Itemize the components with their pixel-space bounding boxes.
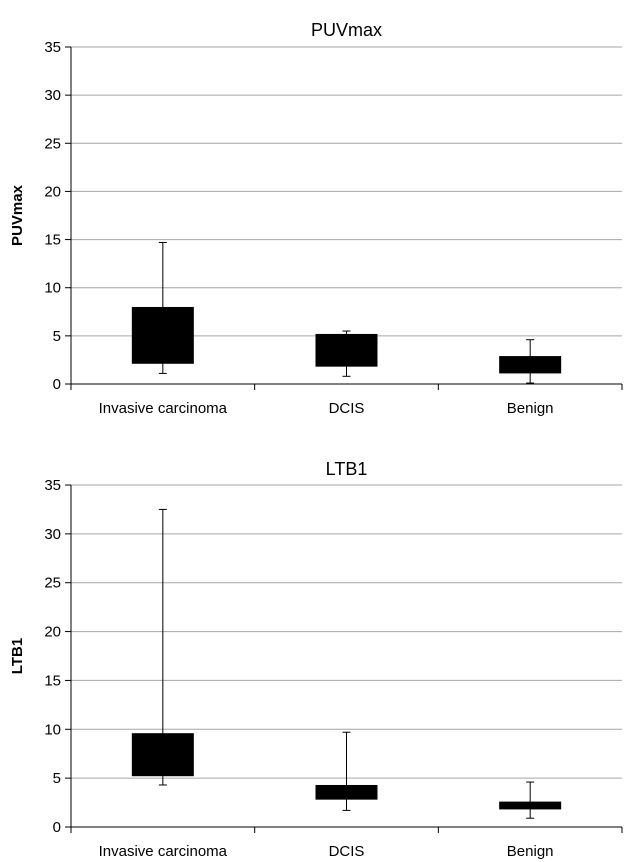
- ltb1-y-tick-label: 20: [44, 624, 61, 641]
- puvmax-y-tick-label: 20: [44, 183, 61, 200]
- puvmax-y-tick-label: 5: [53, 328, 61, 345]
- puvmax-y-tick-label: 15: [44, 232, 61, 249]
- ltb1-y-tick-label: 0: [53, 819, 61, 836]
- puvmax-y-tick-label: 10: [44, 280, 61, 297]
- puvmax-box: [499, 356, 562, 374]
- ltb1-box: [499, 801, 562, 810]
- puvmax-category-label: DCIS: [329, 400, 365, 417]
- ltb1-box: [131, 733, 194, 777]
- puvmax-box: [315, 333, 378, 367]
- puvmax-category-label: Benign: [507, 400, 554, 417]
- puvmax-y-tick-label: 25: [44, 135, 61, 152]
- puvmax-y-tick-label: 30: [44, 87, 61, 104]
- ltb1-category-label: Invasive carcinoma: [99, 843, 228, 860]
- puvmax-category-label: Invasive carcinoma: [99, 400, 228, 417]
- puvmax-y-tick-label: 0: [53, 376, 61, 393]
- ltb1-y-tick-label: 35: [44, 477, 61, 494]
- ltb1-y-tick-label: 10: [44, 721, 61, 738]
- ltb1-y-tick-label: 30: [44, 526, 61, 543]
- ltb1-y-tick-label: 5: [53, 770, 61, 787]
- ltb1-y-axis-label: LTB1: [9, 638, 26, 674]
- puvmax-y-axis-label: PUVmax: [9, 184, 26, 246]
- ltb1-y-tick-label: 25: [44, 575, 61, 592]
- ltb1-box: [315, 784, 378, 800]
- ltb1-chart: LTB1 0 5 10 15 20 25 30 35 LTB1 Invasive carcinoma…: [9, 459, 623, 860]
- puvmax-y-tick-label: 35: [44, 39, 61, 56]
- ltb1-category-label: DCIS: [329, 843, 365, 860]
- ltb1-title: LTB1: [326, 459, 368, 479]
- ltb1-y-tick-label: 15: [44, 672, 61, 689]
- puvmax-box: [131, 306, 194, 364]
- ltb1-category-label: Benign: [507, 843, 554, 860]
- puvmax-title: PUVmax: [311, 20, 382, 40]
- puvmax-chart: PUVmax 0 5 10 15 20 25 30 35 PUVmax Invasive carci…: [9, 20, 623, 417]
